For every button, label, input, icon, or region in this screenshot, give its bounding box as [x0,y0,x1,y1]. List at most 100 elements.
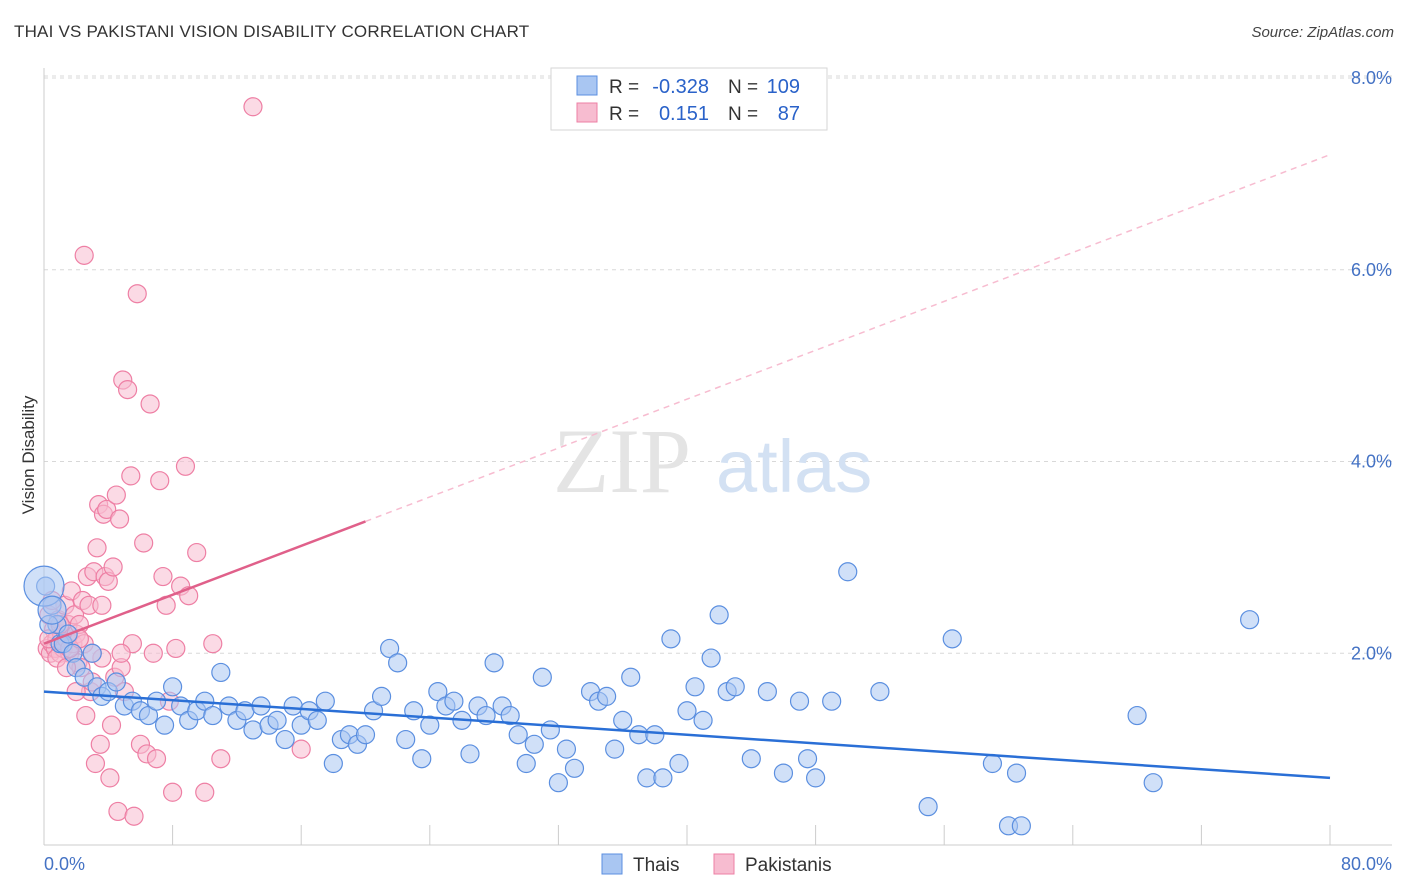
thais-point [267,710,287,730]
pakistanis-point [291,739,311,759]
chart-title: THAI VS PAKISTANI VISION DISABILITY CORR… [14,22,530,41]
y-axis-title: Vision Disability [19,395,38,514]
thais-point [556,739,577,759]
legend-n-label-pakistanis: N = [728,104,758,125]
pakistanis-point [211,749,231,769]
y-tick-label: 4.0% [1351,452,1392,472]
thais-point [629,725,649,745]
pakistanis-point [203,634,223,654]
thais-point [163,677,183,697]
series-legend: Thais Pakistanis [601,853,832,876]
thais-point [323,753,343,774]
x-ticks [43,825,1331,845]
thais-point [371,686,392,706]
legend-r-value-thais: -0.328 [652,76,709,98]
series-legend-swatch-pakistanis [713,853,735,875]
pakistanis-trend-line [43,520,366,645]
legend-r-value-pakistanis: 0.151 [659,103,709,125]
pakistanis-point [143,643,163,663]
thais-point [307,710,327,730]
thais-cluster-point [37,595,67,625]
thais-point [677,701,697,721]
thais-point [396,729,416,750]
thais-point [870,681,890,702]
thais-point [701,648,721,668]
pakistanis-point [85,753,106,774]
thais-point [605,739,625,759]
pakistanis-point [153,566,173,587]
thais-point [540,720,560,740]
thais-point [283,696,303,716]
thais-point [1127,705,1147,726]
thais-point [757,681,777,702]
trend-lines [43,153,1331,780]
thais-point [613,710,633,730]
thais-point [645,725,665,745]
thais-point [388,653,408,673]
pakistanis-point [101,715,122,735]
thais-point [637,768,657,788]
pakistanis-point [166,638,186,659]
thais-point [797,749,818,769]
thais-point [363,701,384,721]
thais-point [838,562,858,582]
pakistanis-point [111,643,131,663]
y-tick-label: 8.0% [1351,68,1392,88]
thais-point [621,667,641,687]
thais-point [773,763,794,783]
pakistanis-point [195,782,215,802]
y-tick-labels: 2.0% 4.0% 6.0% 8.0% [1351,68,1392,663]
thais-point [275,729,295,750]
thais-point [315,691,335,711]
y-tick-label: 6.0% [1351,260,1392,280]
thais-point [355,725,376,745]
pakistanis-point [124,806,144,826]
thais-point [106,672,126,692]
thais-point [1143,773,1163,793]
pakistanis-point [87,538,107,558]
pakistanis-trend-extension [365,153,1331,523]
watermark: ZIP atlas [553,410,872,512]
thais-point [709,605,729,625]
thais-points [23,562,1260,836]
thais-point [138,705,159,726]
pakistanis-point [109,509,130,529]
pakistanis-point [187,542,207,563]
thais-point [669,753,689,774]
thais-point [211,662,231,683]
series-legend-swatch-thais [601,853,623,875]
thais-point [1011,816,1031,836]
thais-point [508,725,528,745]
thais-point [524,734,544,754]
thais-point [597,686,617,706]
pakistanis-point [127,284,147,304]
thais-point [982,753,1003,774]
thais-point [420,715,440,735]
thais-point [412,749,432,769]
thais-point [146,691,167,711]
thais-point [154,715,175,735]
legend-r-label-pakistanis: R = [609,104,639,125]
thais-point [1240,610,1260,630]
thais-point [653,768,673,788]
pakistanis-point [92,595,112,615]
pakistanis-point [103,557,123,577]
thais-point [1006,763,1027,783]
thais-point [516,753,536,774]
series-legend-label-thais: Thais [633,855,679,876]
correlation-legend: R = -0.328 N = 109 R = 0.151 N = 87 [550,67,828,131]
legend-n-value-thais: 109 [767,76,800,98]
thais-point [500,705,520,726]
thais-point [82,643,102,663]
pakistanis-point [121,466,141,486]
thais-point [548,773,569,793]
thais-point [942,629,962,649]
thais-point [380,638,400,659]
pakistanis-point [243,97,263,117]
source-label: Source: ZipAtlas.com [1251,24,1394,41]
pakistanis-point [140,394,160,414]
watermark-atlas: atlas [716,425,872,508]
thais-point [805,768,826,788]
series-legend-label-pakistanis: Pakistanis [745,855,832,876]
